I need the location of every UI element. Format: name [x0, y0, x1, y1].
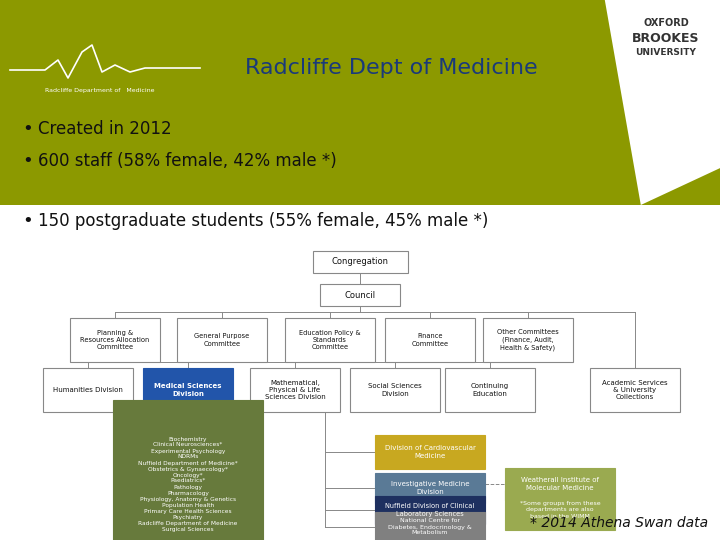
Text: National Centre for
Diabetes, Endocrinology &
Metabolism: National Centre for Diabetes, Endocrinol…	[388, 518, 472, 536]
FancyBboxPatch shape	[312, 251, 408, 273]
Text: Congregation: Congregation	[331, 258, 389, 267]
Text: Medical Sciences
Division: Medical Sciences Division	[154, 383, 222, 396]
FancyBboxPatch shape	[505, 468, 615, 500]
Text: UNIVERSITY: UNIVERSITY	[636, 48, 696, 57]
FancyBboxPatch shape	[505, 490, 615, 530]
Bar	[0, 0, 720, 205]
FancyBboxPatch shape	[375, 435, 485, 469]
FancyBboxPatch shape	[143, 368, 233, 412]
Text: Council: Council	[344, 291, 376, 300]
Text: Weatherall Institute of
Molecular Medicine: Weatherall Institute of Molecular Medici…	[521, 477, 599, 491]
FancyBboxPatch shape	[375, 512, 485, 540]
Text: Biochemistry
Clinical Neurosciences*
Experimental Psychology
NDRMs
Nuffield Depa: Biochemistry Clinical Neurosciences* Exp…	[138, 436, 238, 531]
FancyBboxPatch shape	[483, 318, 573, 362]
Text: Social Sciences
Division: Social Sciences Division	[368, 383, 422, 396]
FancyBboxPatch shape	[43, 368, 133, 412]
Text: Finance
Committee: Finance Committee	[411, 333, 449, 347]
Text: •: •	[22, 212, 32, 230]
Text: Academic Services
& University
Collections: Academic Services & University Collectio…	[602, 380, 668, 400]
Text: Division of Cardiovascular
Medicine: Division of Cardiovascular Medicine	[384, 446, 475, 458]
Text: •: •	[22, 120, 32, 138]
FancyBboxPatch shape	[375, 473, 485, 503]
Text: Other Committees
(Finance, Audit,
Health & Safety): Other Committees (Finance, Audit, Health…	[497, 329, 559, 351]
FancyBboxPatch shape	[177, 318, 267, 362]
Text: •: •	[22, 152, 32, 170]
FancyBboxPatch shape	[250, 368, 340, 412]
Text: General Purpose
Committee: General Purpose Committee	[194, 333, 250, 347]
FancyBboxPatch shape	[113, 400, 263, 540]
FancyBboxPatch shape	[375, 496, 485, 524]
Text: Radcliffe Dept of Medicine: Radcliffe Dept of Medicine	[245, 58, 538, 78]
Bar	[5, 38, 200, 100]
Text: 150 postgraduate students (55% female, 45% male *): 150 postgraduate students (55% female, 4…	[38, 212, 488, 230]
Polygon shape	[605, 0, 720, 205]
Text: Created in 2012: Created in 2012	[38, 120, 171, 138]
Text: Planning &
Resources Allocation
Committee: Planning & Resources Allocation Committe…	[81, 330, 150, 350]
FancyBboxPatch shape	[320, 284, 400, 306]
Text: Investigative Medicine
Division: Investigative Medicine Division	[391, 481, 469, 495]
Text: Mathematical,
Physical & Life
Sciences Division: Mathematical, Physical & Life Sciences D…	[265, 380, 325, 400]
FancyBboxPatch shape	[70, 318, 160, 362]
Text: *Some groups from these
departments are also
based in the WIMM: *Some groups from these departments are …	[520, 502, 600, 518]
FancyBboxPatch shape	[385, 318, 475, 362]
FancyBboxPatch shape	[445, 368, 535, 412]
FancyBboxPatch shape	[350, 368, 440, 412]
Text: BROOKES: BROOKES	[632, 32, 700, 45]
FancyBboxPatch shape	[285, 318, 375, 362]
Text: Humanities Division: Humanities Division	[53, 387, 123, 393]
Text: Nuffield Division of Clinical
Laboratory Sciences: Nuffield Division of Clinical Laboratory…	[385, 503, 474, 517]
Text: * 2014 Athena Swan data: * 2014 Athena Swan data	[530, 516, 708, 530]
FancyBboxPatch shape	[590, 368, 680, 412]
Text: 600 staff (58% female, 42% male *): 600 staff (58% female, 42% male *)	[38, 152, 337, 170]
Text: Education Policy &
Standards
Committee: Education Policy & Standards Committee	[300, 330, 361, 350]
Text: Continuing
Education: Continuing Education	[471, 383, 509, 396]
Text: Radcliffe Department of   Medicine: Radcliffe Department of Medicine	[45, 88, 155, 93]
Text: OXFORD: OXFORD	[643, 18, 689, 28]
